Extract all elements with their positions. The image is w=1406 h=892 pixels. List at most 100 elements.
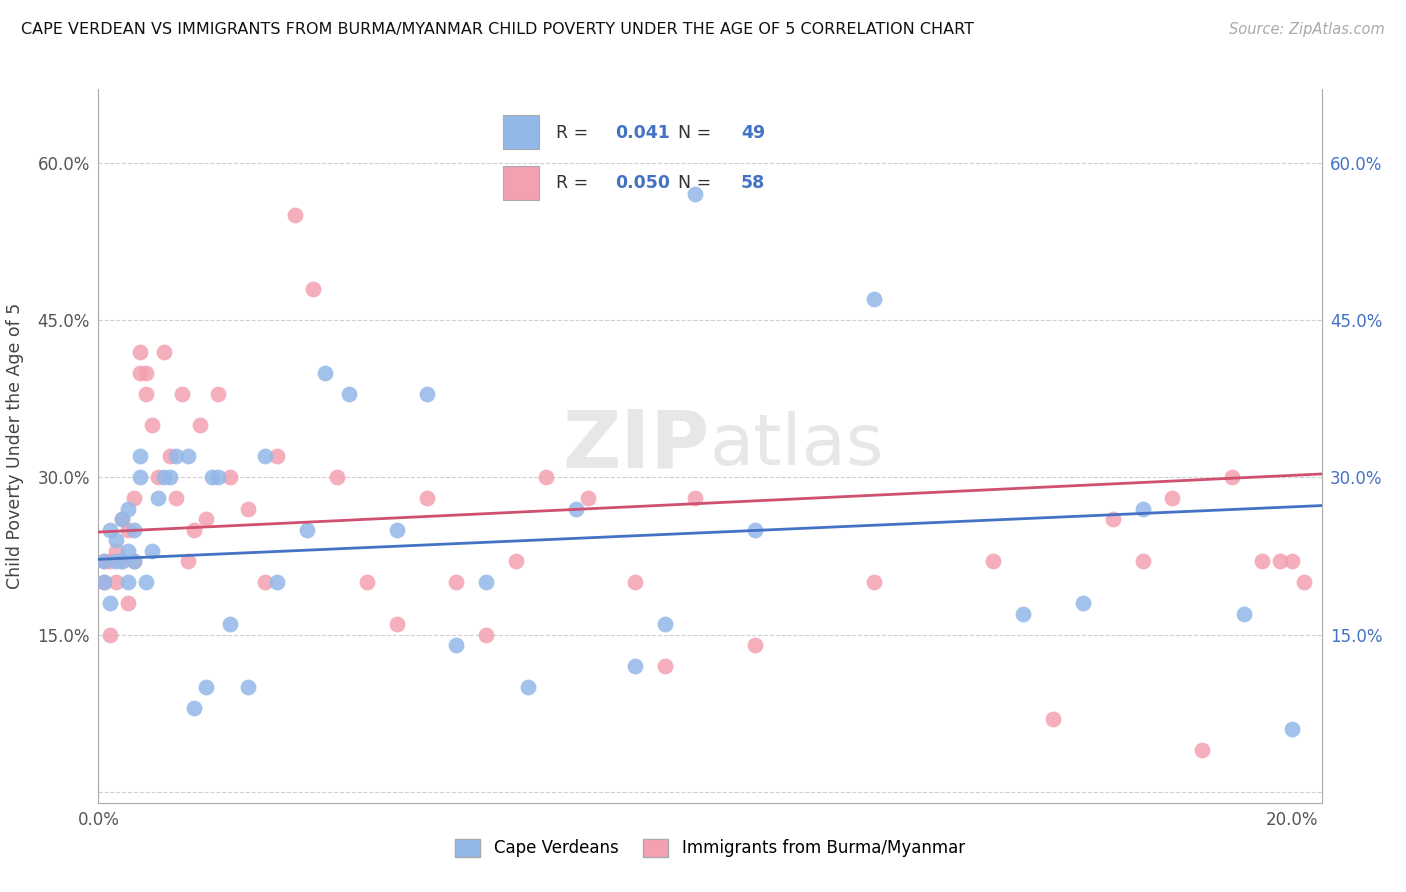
Point [117, 523, 139, 537]
Point [266, 575, 288, 590]
Point [183, 523, 205, 537]
Point [170, 386, 193, 401]
Point [111, 554, 134, 568]
Point [201, 470, 224, 484]
Point [505, 554, 527, 568]
Point [129, 450, 152, 464]
Point [122, 554, 145, 568]
Point [117, 544, 139, 558]
Y-axis label: Child Poverty Under the Age of 5: Child Poverty Under the Age of 5 [6, 303, 24, 589]
Point [93, 575, 115, 590]
Point [117, 596, 139, 610]
Point [129, 470, 152, 484]
Point [654, 659, 676, 673]
Point [517, 681, 540, 695]
Point [1281, 723, 1303, 737]
Point [194, 512, 217, 526]
Point [159, 450, 181, 464]
Point [744, 639, 766, 653]
Point [183, 701, 205, 715]
Point [153, 344, 176, 359]
Point [326, 470, 349, 484]
Point [385, 523, 408, 537]
Text: ZIP: ZIP [562, 407, 710, 485]
Point [385, 617, 408, 632]
Point [129, 366, 152, 380]
Point [122, 554, 145, 568]
Text: Source: ZipAtlas.com: Source: ZipAtlas.com [1229, 22, 1385, 37]
Point [446, 639, 468, 653]
Point [135, 575, 157, 590]
Point [93, 575, 115, 590]
Point [93, 554, 115, 568]
Point [141, 417, 163, 432]
Point [218, 470, 240, 484]
Point [1191, 743, 1213, 757]
Point [93, 554, 115, 568]
Point [98, 554, 121, 568]
Text: CAPE VERDEAN VS IMMIGRANTS FROM BURMA/MYANMAR CHILD POVERTY UNDER THE AGE OF 5 C: CAPE VERDEAN VS IMMIGRANTS FROM BURMA/MY… [21, 22, 974, 37]
Point [1132, 502, 1154, 516]
Point [1292, 575, 1315, 590]
Point [236, 681, 259, 695]
Point [122, 523, 145, 537]
Point [314, 366, 336, 380]
Point [576, 491, 599, 506]
Point [141, 544, 163, 558]
Point [1042, 712, 1064, 726]
Point [98, 596, 121, 610]
Point [117, 502, 139, 516]
Point [1233, 607, 1256, 621]
Point [1281, 554, 1303, 568]
Point [863, 292, 886, 306]
Point [744, 523, 766, 537]
Point [105, 533, 128, 548]
Point [98, 523, 121, 537]
Point [165, 491, 187, 506]
Point [194, 681, 217, 695]
Point [266, 450, 288, 464]
Point [415, 491, 437, 506]
Point [122, 491, 145, 506]
Point [683, 491, 706, 506]
Point [188, 417, 211, 432]
Point [153, 470, 176, 484]
Point [165, 450, 187, 464]
Point [1161, 491, 1184, 506]
Point [159, 470, 181, 484]
Point [475, 628, 498, 642]
Point [863, 575, 886, 590]
Point [624, 659, 647, 673]
Point [1071, 596, 1094, 610]
Point [565, 502, 588, 516]
Point [1251, 554, 1274, 568]
Point [1220, 470, 1243, 484]
Point [207, 386, 229, 401]
Point [98, 628, 121, 642]
Point [475, 575, 498, 590]
Point [1012, 607, 1035, 621]
Point [135, 366, 157, 380]
Point [337, 386, 360, 401]
Point [654, 617, 676, 632]
Point [111, 554, 134, 568]
Point [105, 554, 128, 568]
Point [146, 470, 169, 484]
Point [534, 470, 557, 484]
Point [236, 502, 259, 516]
Point [1132, 554, 1154, 568]
Point [446, 575, 468, 590]
Point [177, 554, 200, 568]
Point [624, 575, 647, 590]
Point [207, 470, 229, 484]
Point [683, 187, 706, 202]
Point [284, 208, 307, 222]
Point [302, 282, 325, 296]
Point [254, 450, 277, 464]
Point [415, 386, 437, 401]
Point [117, 575, 139, 590]
Text: atlas: atlas [710, 411, 884, 481]
Point [218, 617, 240, 632]
Point [111, 512, 134, 526]
Point [356, 575, 378, 590]
